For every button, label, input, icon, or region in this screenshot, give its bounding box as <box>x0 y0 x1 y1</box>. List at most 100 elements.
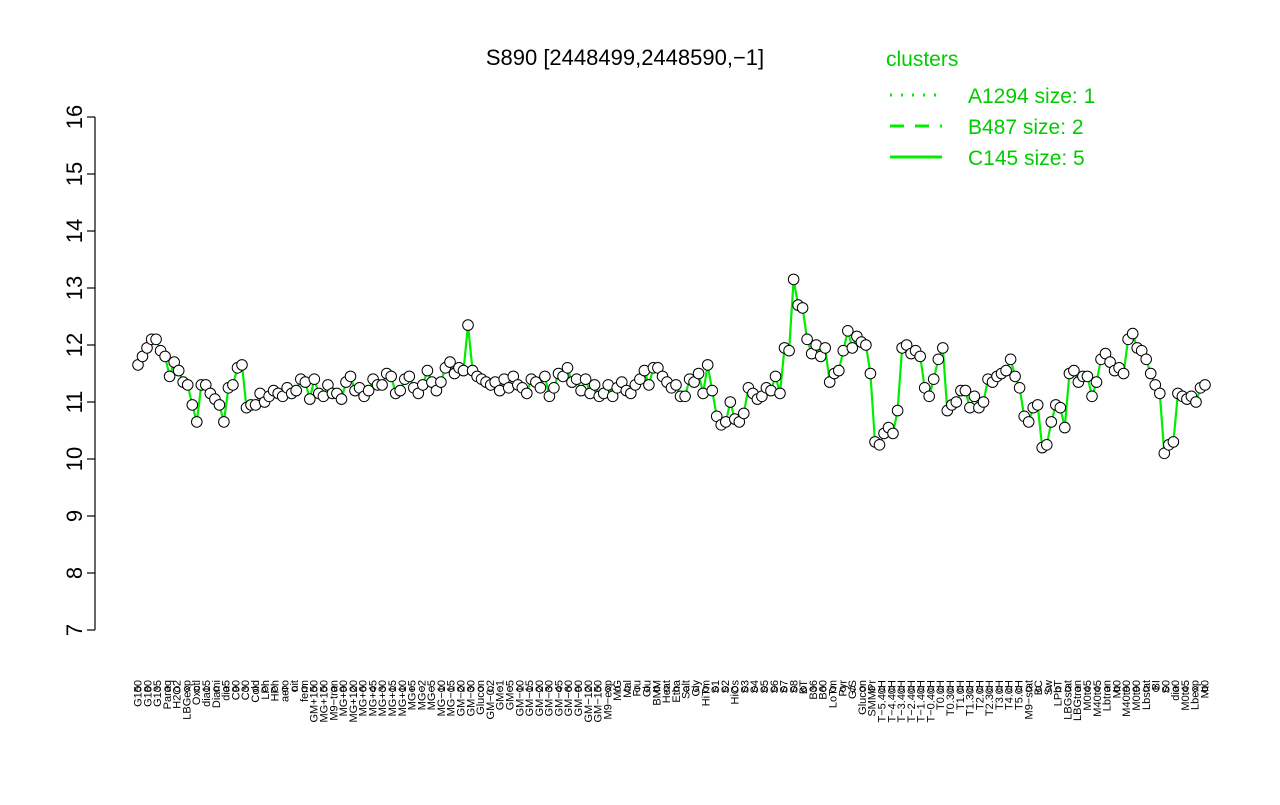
data-point <box>385 370 398 383</box>
data-point <box>462 319 474 331</box>
y-tick-label: 12 <box>62 333 87 357</box>
x-marker <box>1094 685 1101 693</box>
data-point <box>932 353 945 366</box>
x-tick-label: T1.0H <box>955 680 967 710</box>
x-tick-label: Oxctl <box>191 680 203 705</box>
x-tick-label: BMM <box>651 680 663 706</box>
x-tick-label: Sw <box>1043 680 1055 695</box>
x-marker <box>878 685 886 693</box>
x-tick-label: Mt0 <box>1111 680 1123 698</box>
x-marker <box>340 685 347 693</box>
data-point <box>308 373 321 386</box>
x-marker <box>986 685 993 693</box>
data-point <box>227 379 239 391</box>
x-marker <box>800 685 807 693</box>
data-point <box>403 370 416 383</box>
data-point <box>163 370 176 383</box>
data-point <box>362 384 375 397</box>
x-marker <box>1045 685 1052 693</box>
data-point <box>150 333 162 346</box>
data-point <box>977 396 990 408</box>
data-point <box>172 364 185 377</box>
data-point <box>534 382 547 394</box>
y-tick-label: 14 <box>62 219 87 243</box>
x-tick-label: G180 <box>142 680 154 707</box>
x-marker <box>839 685 846 693</box>
x-marker <box>1055 685 1062 693</box>
x-marker <box>1015 685 1023 693</box>
x-marker <box>692 685 700 693</box>
data-point <box>927 373 940 386</box>
data-point <box>860 339 872 351</box>
x-marker <box>311 685 318 693</box>
x-tick-label: Lbexp <box>1190 680 1202 710</box>
x-marker <box>908 685 915 693</box>
x-tick-label: GM−0.2 <box>485 680 497 719</box>
x-marker <box>1064 685 1072 693</box>
x-marker <box>350 685 357 693</box>
x-tick-label: Lbtran <box>1102 680 1114 711</box>
data-point <box>1045 416 1058 428</box>
x-marker <box>418 685 425 693</box>
x-marker <box>1182 685 1189 693</box>
x-marker <box>771 685 778 693</box>
x-marker <box>1006 685 1013 693</box>
data-point <box>833 364 845 377</box>
x-tick-label: M9−stat <box>1023 680 1035 719</box>
x-marker <box>947 685 954 693</box>
x-marker <box>1201 685 1209 693</box>
x-marker <box>1153 685 1160 693</box>
data-point <box>1190 396 1202 408</box>
legend-label: A1294 size: 1 <box>968 85 1095 108</box>
x-marker <box>898 685 905 693</box>
x-tick-label: GM−15 <box>524 680 536 716</box>
x-tick-label: T−0.40H <box>925 680 937 723</box>
x-marker <box>330 685 337 693</box>
x-marker <box>448 685 455 693</box>
x-marker <box>790 685 797 693</box>
x-tick-label: M9−exp <box>602 680 614 719</box>
x-tick-label: MG+120 <box>348 680 360 723</box>
x-tick-label: G135 <box>152 680 164 707</box>
x-marker <box>595 685 602 693</box>
x-marker <box>683 685 690 693</box>
x-tick-label: T4.0H <box>1004 680 1016 710</box>
x-tick-label: S3 <box>739 680 751 693</box>
data-point <box>181 379 194 391</box>
x-axis: G150G180G135ParaqH2O2LBGexpOxctldia15Dia… <box>133 679 1212 722</box>
x-tick-label: T−4.40H <box>886 680 898 723</box>
data-point <box>421 364 434 377</box>
data-point <box>394 384 407 397</box>
x-marker <box>232 685 239 693</box>
data-point <box>923 390 936 403</box>
data-point <box>213 399 226 411</box>
x-marker <box>379 685 386 693</box>
x-tick-label: S5 <box>759 680 771 693</box>
x-marker <box>732 685 739 693</box>
x-tick-label: BI <box>1151 680 1163 690</box>
data-point <box>561 362 574 374</box>
data-point <box>679 390 691 403</box>
data-point <box>218 416 230 428</box>
x-marker <box>399 685 406 693</box>
x-marker <box>1123 685 1130 693</box>
x-marker <box>1074 685 1081 693</box>
data-point <box>1117 367 1130 380</box>
x-marker <box>144 685 151 693</box>
x-marker <box>849 685 856 693</box>
x-tick-label: M0t45 <box>1180 680 1192 711</box>
x-marker <box>634 685 641 693</box>
legend-item: A1294 size: 1 <box>890 85 1095 108</box>
x-marker <box>810 685 817 693</box>
x-tick-label: GM−20 <box>534 680 546 716</box>
x-tick-label: B60 <box>818 680 830 700</box>
data-point <box>1167 436 1180 448</box>
x-marker <box>653 685 660 693</box>
x-marker <box>859 685 866 693</box>
x-tick-label: HiTm <box>700 680 712 706</box>
data-point <box>774 387 786 400</box>
x-tick-label: G/S <box>847 680 859 699</box>
x-tick-label: T−1.40H <box>916 680 928 723</box>
x-marker <box>555 685 562 693</box>
x-tick-label: S2 <box>720 680 732 693</box>
